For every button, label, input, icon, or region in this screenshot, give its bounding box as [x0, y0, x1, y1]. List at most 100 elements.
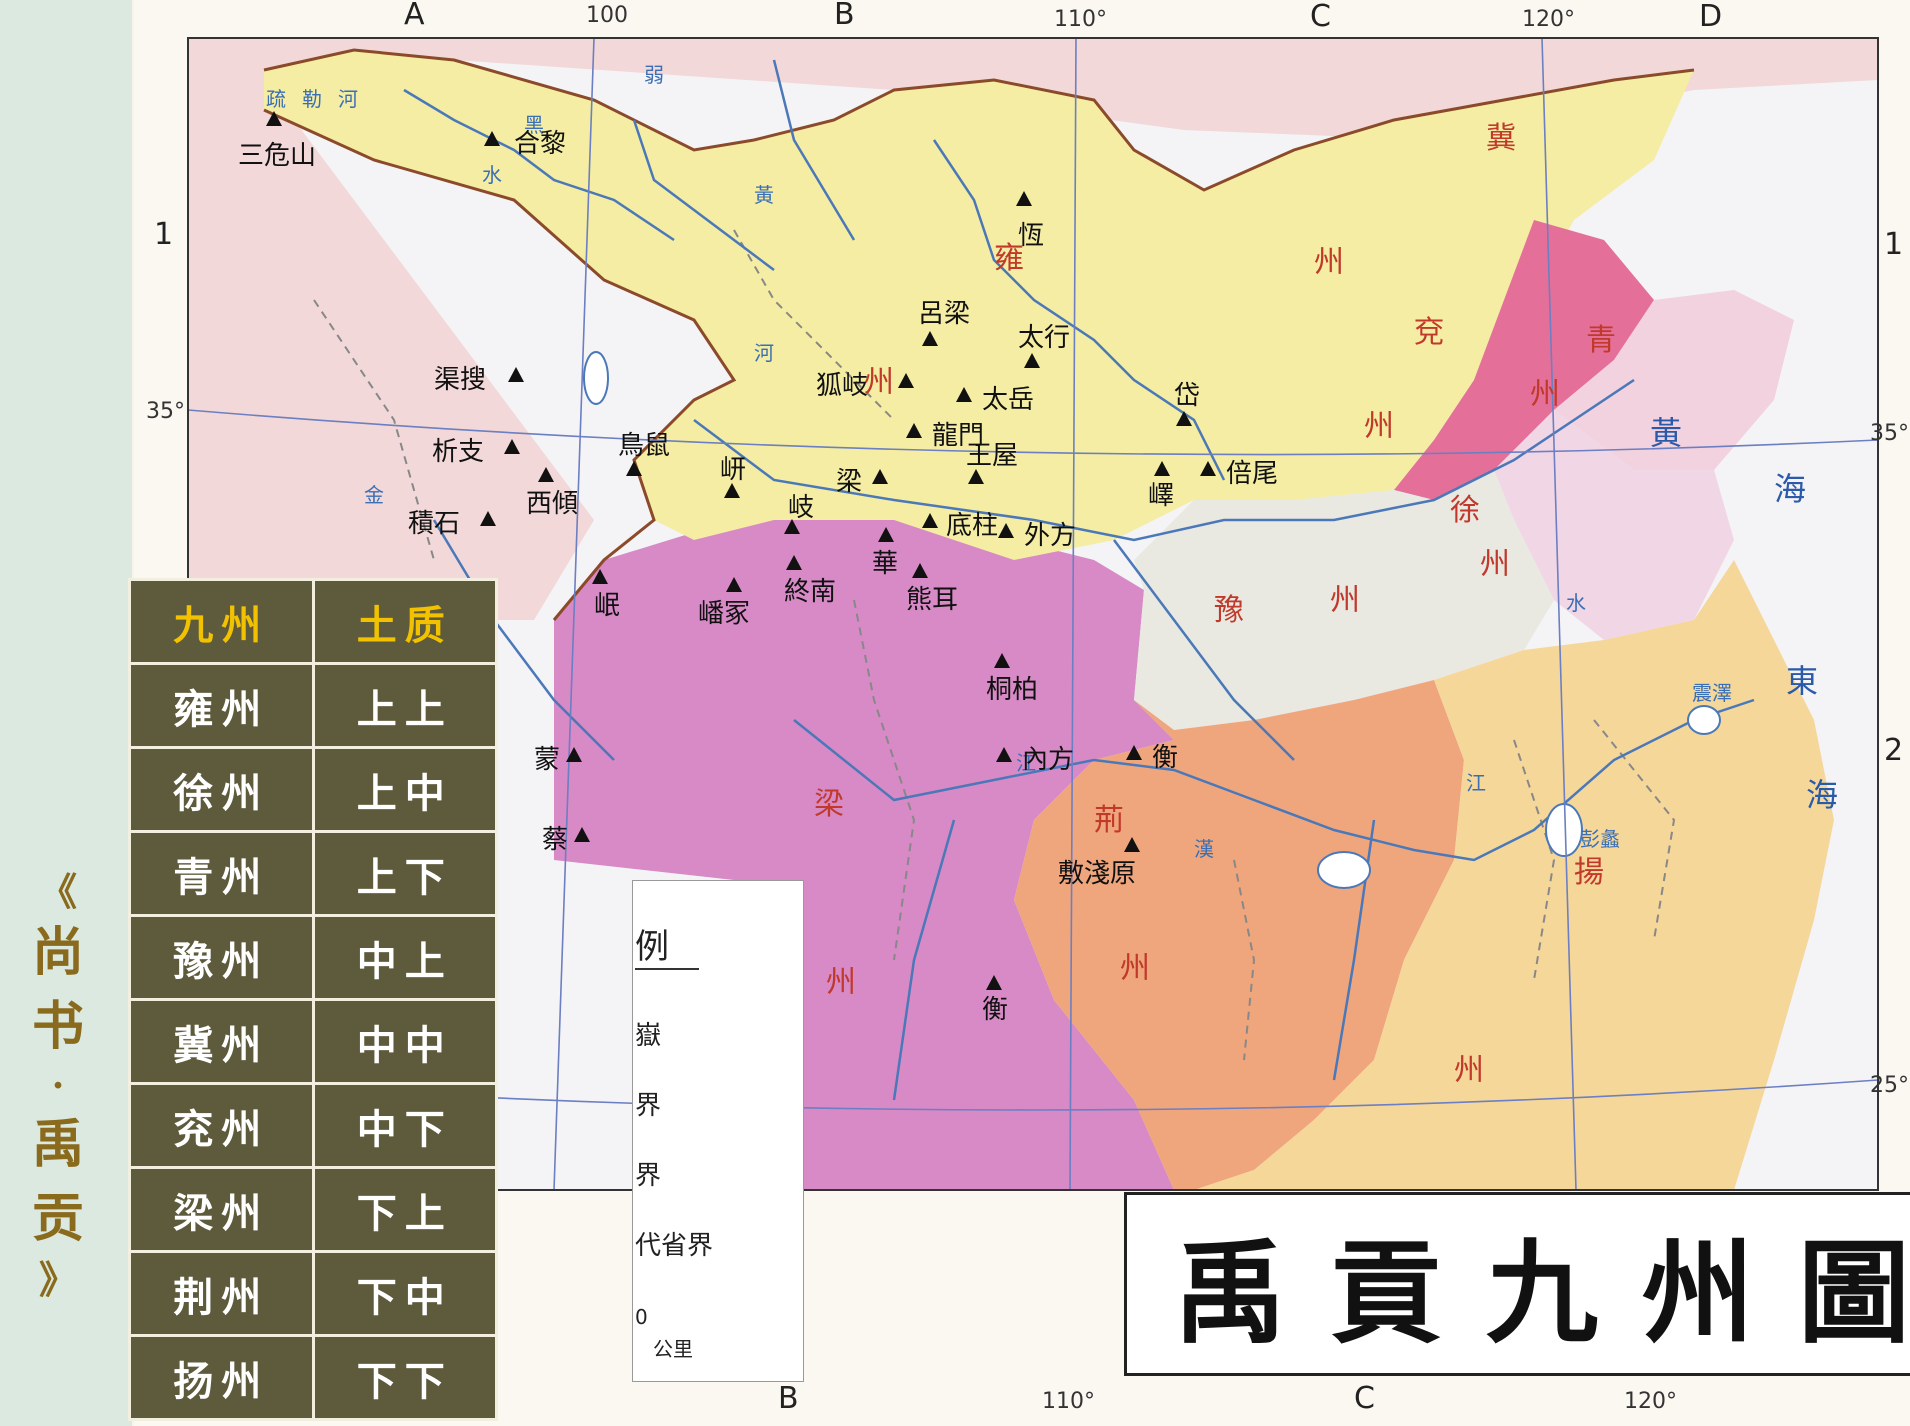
peak-marker-icon: [906, 423, 922, 438]
peak-label: 合黎: [514, 129, 566, 159]
peak-label: 衡: [1152, 743, 1178, 773]
peak-marker-icon: [1016, 191, 1032, 206]
peak-marker-icon: [998, 523, 1014, 538]
peak-marker-icon: [994, 653, 1010, 668]
zhou-liang-2: 州: [826, 965, 856, 1000]
region-liangzhou: [554, 520, 1174, 1190]
river-label-jiang: 江: [1016, 751, 1036, 775]
peak-marker-icon: [986, 975, 1002, 990]
soil-grade-cell: 中下: [311, 1082, 498, 1169]
lon-120-bottom: 120°: [1624, 1389, 1677, 1414]
soil-grade-cell: 下上: [311, 1166, 498, 1253]
peak-label: 恆: [1018, 221, 1044, 251]
region-yuzhou: [1134, 470, 1554, 730]
map-title-box: 禹貢九州圖: [1124, 1192, 1910, 1376]
river-label-han: 漢: [1194, 837, 1214, 861]
peak-label: 熊耳: [906, 585, 958, 615]
region-jizhou: [1144, 70, 1694, 500]
peak-label: 岷: [594, 591, 620, 621]
lon-110-top: 110°: [1054, 7, 1107, 32]
title-separator: ·: [51, 1065, 65, 1107]
river-label-he-2: 河: [754, 341, 774, 365]
grid-row-2-right: 2: [1884, 733, 1903, 768]
liangzhou-north-border: [263, 108, 737, 621]
soil-grade-cell: 上下: [311, 830, 498, 917]
lat-35-right: 35°: [1870, 421, 1909, 446]
northern-land: [1184, 38, 1878, 140]
lat-35-left: 35°: [146, 399, 185, 424]
table-row: 徐州 上中: [128, 746, 498, 833]
peak-label: 外方: [1024, 521, 1076, 551]
grid-letter-b-bottom: B: [778, 1381, 799, 1416]
legend-item-border-1: 界: [635, 1091, 662, 1121]
peak-marker-icon: [266, 111, 282, 126]
table-header-row: 九州 土质: [128, 578, 498, 665]
zhou-yu-1: 豫: [1214, 593, 1244, 628]
peak-marker-icon: [1200, 461, 1216, 476]
peak-label: 蔡: [542, 825, 568, 855]
river-label-zhenze: 震澤: [1692, 681, 1732, 705]
peak-label: 底柱: [946, 511, 998, 541]
map-area: A B C D B C 1 1 2 100 110° 120° 110° 120…: [134, 0, 1910, 1426]
region-yangzhou: [1194, 560, 1834, 1190]
soil-grade-cell: 中中: [311, 998, 498, 1085]
peak-label: 積石: [408, 509, 460, 539]
title-char-3: 禹: [31, 1114, 84, 1175]
peak-marker-icon: [968, 469, 984, 484]
peak-marker-icon: [504, 439, 520, 454]
region-yongzhou: [264, 50, 1204, 560]
zhou-liang-1: 梁: [814, 787, 844, 822]
peak-label: 呂梁: [918, 299, 970, 329]
peak-marker-icon: [566, 747, 582, 762]
peak-marker-icon: [1024, 353, 1040, 368]
region-qingzhou: [1554, 290, 1794, 470]
region-yanzhou: [1394, 220, 1654, 500]
peak-label: 太行: [1018, 323, 1070, 353]
table-row: 荆州 下中: [128, 1250, 498, 1337]
peak-marker-icon: [912, 563, 928, 578]
lake-pengli: [1545, 803, 1583, 857]
internal-dashed-borders: [313, 229, 1676, 1061]
legend-item-border-2: 界: [635, 1161, 662, 1191]
river-label-ruo: 弱: [644, 63, 664, 87]
zhou-yong-2: 州: [864, 365, 894, 400]
legend-scale-unit: 公里: [653, 1337, 693, 1361]
peak-label: 梁: [836, 467, 862, 497]
table-row: 扬州 下下: [128, 1334, 498, 1421]
peak-marker-icon: [1126, 745, 1142, 760]
peak-label: 敷淺原: [1058, 859, 1136, 889]
map-title: 禹貢九州圖: [1174, 1228, 1910, 1359]
lon-100: 100: [586, 3, 628, 28]
zhou-yan-2: 州: [1364, 409, 1394, 444]
peak-label: 岱: [1174, 381, 1200, 411]
peak-marker-icon: [878, 527, 894, 542]
zhou-yong-1: 雍: [994, 241, 1024, 276]
table-row: 青州 上下: [128, 830, 498, 917]
soil-quality-table: 九州 土质 雍州 上上 徐州 上中 青州 上下 豫州 中上 冀州 中中 兖州 中下 梁州 下上 荆州 下中 扬州…: [128, 578, 498, 1421]
peak-marker-icon: [726, 577, 742, 592]
legend-scale-zero: 0: [635, 1305, 648, 1329]
lake-yunmeng: [1317, 851, 1371, 889]
title-close-bracket: 》: [38, 1257, 77, 1302]
river-label-he: 河: [338, 87, 358, 111]
peak-label: 衡: [982, 995, 1008, 1025]
peak-marker-icon: [784, 519, 800, 534]
lon-110-bottom: 110°: [1042, 1389, 1095, 1414]
grid-letter-d: D: [1699, 0, 1722, 34]
table-row: 雍州 上上: [128, 662, 498, 749]
peak-label: 西傾: [526, 489, 578, 519]
peak-label: 內方: [1022, 745, 1074, 775]
peak-marker-icon: [1154, 461, 1170, 476]
peak-label: 桐柏: [986, 675, 1038, 705]
peak-marker-icon: [626, 461, 642, 476]
header-province: 九州: [128, 578, 315, 665]
lake-zhenze: [1687, 705, 1721, 735]
peak-marker-icon: [898, 373, 914, 388]
river-label-hei: 黑: [524, 113, 544, 137]
zhou-qing-2: 州: [1530, 377, 1560, 412]
title-char-4: 贡: [31, 1188, 84, 1249]
province-cell: 兖州: [128, 1082, 315, 1169]
peak-label: 王屋: [966, 441, 1018, 471]
peak-label: 倍尾: [1226, 459, 1278, 489]
